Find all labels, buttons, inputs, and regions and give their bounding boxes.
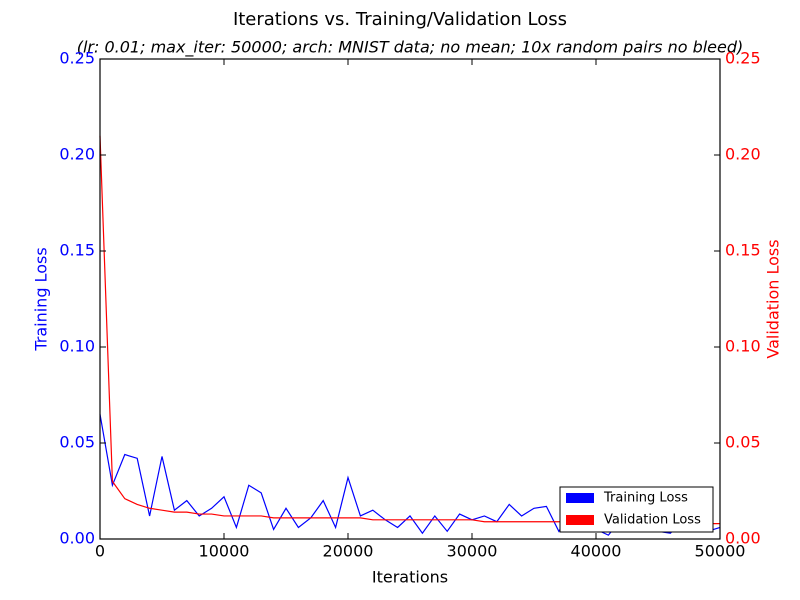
x-axis-label: Iterations [372,568,448,587]
y2-tick-label: 0.20 [725,145,761,164]
x-tick-label: 20000 [323,542,374,561]
legend-swatch [566,515,594,525]
plot-frame [99,58,721,540]
y2-tick-label: 0.05 [725,433,761,452]
y2-tick-label: 0.00 [725,529,761,548]
y2-axis-label: Validation Loss [764,239,783,358]
legend-label: Validation Loss [604,513,701,528]
y-tick-label: 0.10 [59,337,95,356]
y-axis-label: Training Loss [32,247,51,351]
y2-tick-label: 0.15 [725,241,761,260]
legend-label: Training Loss [603,491,688,506]
x-tick-label: 10000 [199,542,250,561]
x-tick-label: 0 [95,542,105,561]
chart-subtitle: (lr: 0.01; max_iter: 50000; arch: MNIST … [77,38,744,58]
y-tick-label: 0.00 [59,529,95,548]
y-tick-label: 0.20 [59,145,95,164]
y-tick-label: 0.15 [59,241,95,260]
x-tick-label: 30000 [447,542,498,561]
chart-title: Iterations vs. Training/Validation Loss [233,9,567,30]
legend-swatch [566,493,594,503]
y2-tick-label: 0.25 [725,49,761,68]
y-tick-label: 0.05 [59,433,95,452]
y2-tick-label: 0.10 [725,337,761,356]
x-tick-label: 40000 [571,542,622,561]
y-tick-label: 0.25 [59,49,95,68]
x-tick-label: 50000 [695,542,746,561]
